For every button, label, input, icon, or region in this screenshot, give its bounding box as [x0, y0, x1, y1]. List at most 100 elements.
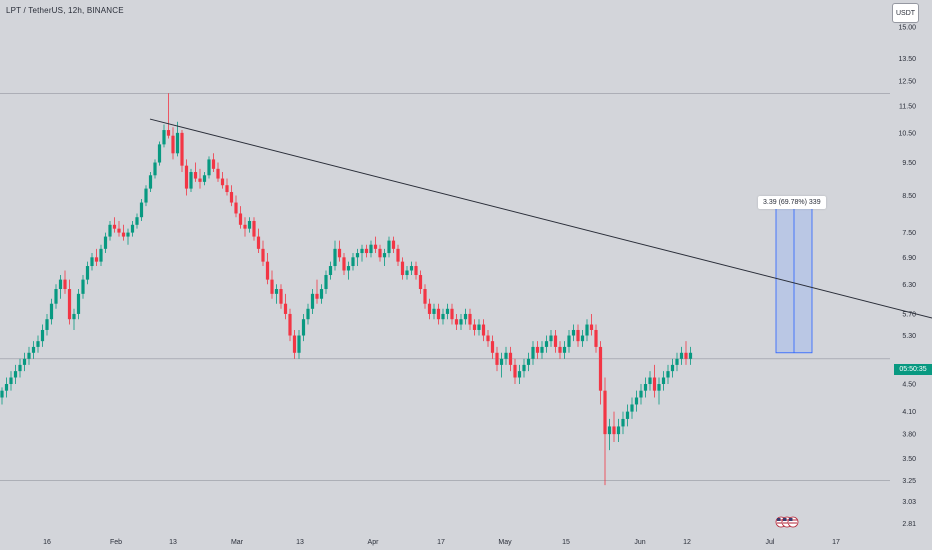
candle-body[interactable]	[288, 313, 292, 336]
candle-body[interactable]	[180, 132, 184, 166]
candle-body[interactable]	[171, 135, 175, 154]
candle-body[interactable]	[328, 266, 333, 276]
candle-body[interactable]	[94, 257, 99, 262]
candle-body[interactable]	[499, 358, 504, 365]
candle-body[interactable]	[477, 324, 481, 330]
candle-body[interactable]	[337, 248, 342, 258]
candle-body[interactable]	[625, 411, 630, 419]
candle-body[interactable]	[679, 352, 684, 359]
candle-body[interactable]	[108, 224, 112, 237]
price-range-measure[interactable]	[775, 198, 813, 354]
candle-body[interactable]	[292, 335, 297, 353]
candle-body[interactable]	[162, 130, 166, 145]
candle-body[interactable]	[243, 224, 247, 229]
candle-body[interactable]	[342, 257, 346, 271]
candle-body[interactable]	[198, 178, 202, 182]
candle-body[interactable]	[571, 329, 576, 336]
candle-body[interactable]	[220, 178, 225, 186]
candle-body[interactable]	[396, 248, 400, 262]
candle-body[interactable]	[265, 261, 270, 280]
candle-body[interactable]	[400, 261, 405, 276]
candle-body[interactable]	[616, 426, 621, 435]
candle-series[interactable]	[0, 93, 693, 486]
candle-body[interactable]	[90, 257, 94, 267]
candle-body[interactable]	[418, 275, 423, 290]
candle-body[interactable]	[526, 358, 531, 365]
candle-body[interactable]	[409, 266, 414, 271]
candle-body[interactable]	[72, 313, 76, 320]
candle-body[interactable]	[450, 308, 454, 320]
candle-body[interactable]	[202, 175, 207, 182]
descending-trendline[interactable]	[149, 118, 932, 368]
candle-body[interactable]	[459, 319, 463, 325]
candle-body[interactable]	[405, 270, 409, 276]
candle-body[interactable]	[468, 313, 472, 325]
candle-body[interactable]	[490, 341, 495, 353]
candle-body[interactable]	[684, 352, 688, 359]
candle-body[interactable]	[45, 319, 49, 330]
candle-body[interactable]	[27, 352, 31, 359]
candle-body[interactable]	[306, 308, 310, 320]
candle-body[interactable]	[135, 217, 139, 225]
candle-body[interactable]	[607, 426, 612, 435]
candle-body[interactable]	[283, 303, 288, 314]
candle-body[interactable]	[126, 232, 130, 237]
candle-body[interactable]	[454, 319, 459, 325]
candle-body[interactable]	[657, 384, 661, 391]
candle-body[interactable]	[315, 293, 319, 299]
candle-body[interactable]	[175, 132, 180, 154]
candle-body[interactable]	[427, 303, 432, 314]
candle-body[interactable]	[184, 165, 189, 189]
candle-body[interactable]	[612, 426, 616, 435]
candle-body[interactable]	[391, 240, 396, 249]
candle-body[interactable]	[252, 220, 256, 237]
candle-body[interactable]	[130, 224, 135, 233]
candle-body[interactable]	[333, 248, 337, 267]
candle-body[interactable]	[675, 358, 679, 365]
us-flag-icon[interactable]	[787, 516, 799, 528]
candle-body[interactable]	[634, 397, 639, 405]
candle-body[interactable]	[558, 346, 562, 353]
candle-body[interactable]	[360, 248, 364, 254]
candle-body[interactable]	[166, 130, 171, 136]
candle-body[interactable]	[13, 371, 18, 378]
candle-body[interactable]	[661, 377, 666, 385]
candle-body[interactable]	[324, 275, 328, 290]
candle-body[interactable]	[103, 236, 108, 249]
candle-body[interactable]	[670, 364, 675, 372]
candle-body[interactable]	[364, 248, 369, 254]
candle-body[interactable]	[225, 185, 229, 193]
candle-body[interactable]	[67, 289, 72, 320]
price-axis[interactable]: 2.81 3.03 3.25 3.50 3.80 4.10 4.50 5.30 5.70 6.30…	[898, 25, 916, 528]
candle-body[interactable]	[85, 266, 90, 280]
candle-body[interactable]	[40, 329, 45, 342]
candle-body[interactable]	[603, 390, 607, 435]
candle-body[interactable]	[99, 248, 103, 262]
candle-body[interactable]	[441, 313, 445, 320]
candle-body[interactable]	[144, 188, 148, 203]
candle-body[interactable]	[49, 303, 54, 320]
candle-body[interactable]	[319, 289, 324, 299]
candle-body[interactable]	[463, 313, 468, 320]
candle-body[interactable]	[81, 279, 85, 294]
candle-body[interactable]	[522, 364, 526, 372]
candle-body[interactable]	[373, 244, 378, 249]
candle-body[interactable]	[301, 319, 306, 336]
candle-body[interactable]	[486, 335, 490, 342]
candle-body[interactable]	[274, 289, 279, 294]
candle-body[interactable]	[76, 293, 81, 314]
candle-body[interactable]	[148, 175, 153, 189]
candle-body[interactable]	[351, 257, 355, 267]
candle-body[interactable]	[544, 341, 549, 347]
candle-body[interactable]	[666, 371, 670, 378]
trendline-group[interactable]	[149, 118, 932, 368]
candle-body[interactable]	[189, 172, 193, 189]
candle-body[interactable]	[553, 335, 558, 347]
event-icons[interactable]	[775, 516, 799, 528]
candle-body[interactable]	[598, 346, 603, 391]
candle-body[interactable]	[648, 377, 652, 385]
candle-body[interactable]	[567, 335, 571, 347]
candle-body[interactable]	[279, 289, 283, 304]
candle-body[interactable]	[382, 253, 387, 258]
